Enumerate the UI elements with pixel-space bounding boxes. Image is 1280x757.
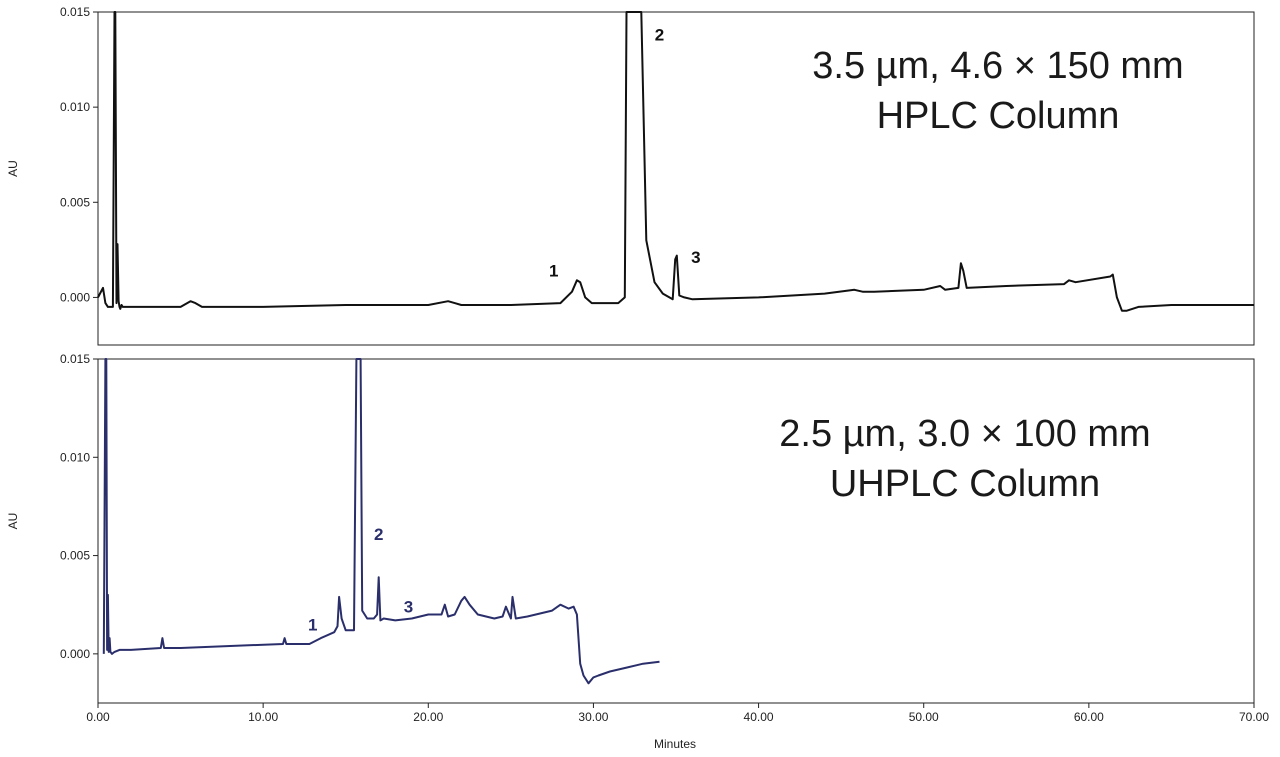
chromatogram-trace xyxy=(102,358,660,685)
hplc-panel: 0.000 0.005 0.010 0.015 AU 1 2 3 3.5 µm, 4.6 × 1… xyxy=(6,5,1255,346)
x-tick-label: 60.00 xyxy=(1074,710,1104,724)
x-axis-title: Minutes xyxy=(654,737,696,751)
y-axis-title: AU xyxy=(6,160,20,177)
uhplc-panel: 0.000 0.005 0.010 0.015 AU 1 2 3 2.5 µm, 3.0 × 1… xyxy=(6,352,1255,704)
column-caption: UHPLC Column xyxy=(830,463,1100,505)
column-caption: 3.5 µm, 4.6 × 150 mm xyxy=(812,45,1183,87)
x-tick-label: 40.00 xyxy=(744,710,774,724)
peak-label: 3 xyxy=(404,598,413,617)
peak-label: 2 xyxy=(374,525,383,544)
x-tick-label: 20.00 xyxy=(413,710,443,724)
y-tick-label: 0.005 xyxy=(60,549,90,563)
plot-frame xyxy=(97,11,1255,346)
chromatogram-trace xyxy=(97,11,1254,312)
peak-label: 1 xyxy=(549,261,558,280)
y-axis-title: AU xyxy=(6,513,20,530)
column-caption: HPLC Column xyxy=(877,95,1120,137)
x-tick-label: 50.00 xyxy=(909,710,939,724)
y-tick-label: 0.015 xyxy=(60,5,90,19)
y-tick-label: 0.005 xyxy=(60,195,90,209)
y-tick-label: 0.015 xyxy=(60,352,90,366)
x-axis: 0.00 10.00 20.00 30.00 40.00 50.00 60.00 70.00 M… xyxy=(86,703,1269,751)
x-tick-label: 10.00 xyxy=(248,710,278,724)
y-tick-label: 0.000 xyxy=(60,290,90,304)
peak-label: 3 xyxy=(691,248,700,267)
y-tick-label: 0.010 xyxy=(60,100,90,114)
y-tick-label: 0.010 xyxy=(60,450,90,464)
x-tick-label: 70.00 xyxy=(1239,710,1269,724)
column-caption: 2.5 µm, 3.0 × 100 mm xyxy=(779,413,1150,455)
y-tick-label: 0.000 xyxy=(60,647,90,661)
plot-frame xyxy=(97,358,1255,704)
peak-label: 2 xyxy=(655,26,664,45)
x-tick-label: 30.00 xyxy=(578,710,608,724)
x-tick-label: 0.00 xyxy=(86,710,110,724)
peak-label: 1 xyxy=(308,615,317,634)
